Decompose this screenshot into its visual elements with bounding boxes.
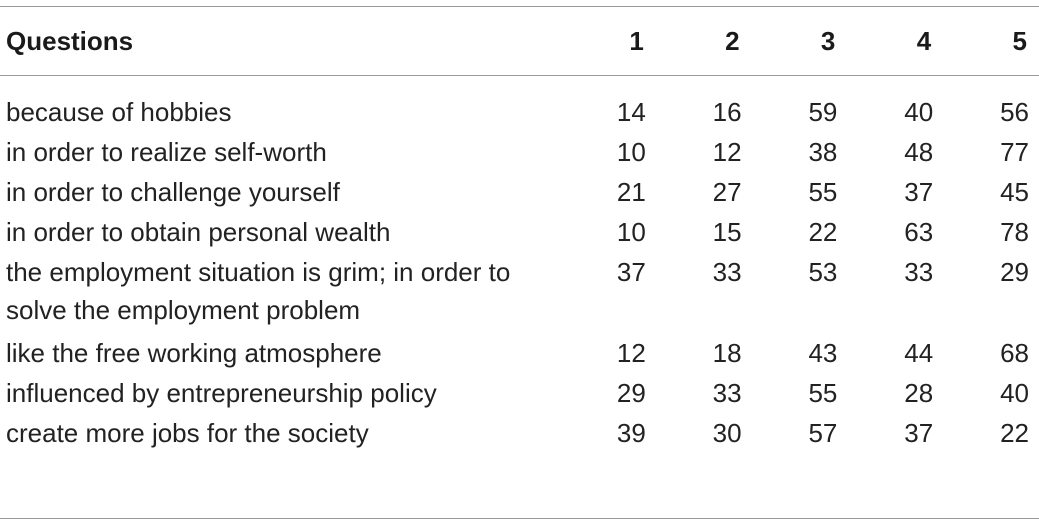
value-cell: 12 bbox=[616, 338, 646, 368]
value-cell: 55 bbox=[808, 177, 838, 207]
value-cell: 43 bbox=[808, 338, 838, 368]
question-cell: in order to obtain personal wealth bbox=[6, 217, 391, 247]
header-col-2: 2 bbox=[725, 25, 740, 56]
header-col-1: 1 bbox=[629, 25, 644, 56]
value-cell: 59 bbox=[808, 97, 838, 127]
table-row: because of hobbies 14 16 59 40 56 bbox=[0, 75, 1039, 132]
table-row: influenced by entrepreneurship policy 29… bbox=[0, 373, 1039, 413]
header-questions: Questions bbox=[6, 25, 134, 56]
survey-table: Questions 1 2 3 4 5 because of hobbies 1… bbox=[0, 7, 1039, 453]
value-cell: 10 bbox=[616, 137, 646, 167]
value-cell: 33 bbox=[712, 378, 742, 408]
question-cell: influenced by entrepreneurship policy bbox=[6, 378, 437, 408]
header-col-4: 4 bbox=[916, 25, 932, 56]
value-cell: 30 bbox=[712, 418, 742, 448]
header-col-3: 3 bbox=[820, 25, 836, 56]
value-cell: 53 bbox=[808, 257, 838, 287]
question-cell: create more jobs for the society bbox=[6, 418, 369, 448]
value-cell: 12 bbox=[712, 137, 742, 167]
table-header-rule bbox=[0, 75, 1039, 76]
value-cell: 38 bbox=[808, 137, 838, 167]
table-row: in order to obtain personal wealth 10 15… bbox=[0, 212, 1039, 252]
question-cell: the employment situation is grim; in ord… bbox=[6, 257, 511, 325]
question-cell: because of hobbies bbox=[6, 97, 232, 127]
header-row: Questions 1 2 3 4 5 bbox=[0, 7, 1039, 75]
table-row: create more jobs for the society 39 30 5… bbox=[0, 413, 1039, 453]
question-cell: like the free working atmosphere bbox=[6, 338, 382, 368]
table-row: the employment situation is grim; in ord… bbox=[0, 252, 1039, 333]
value-cell: 39 bbox=[616, 418, 646, 448]
value-cell: 28 bbox=[904, 378, 934, 408]
value-cell: 15 bbox=[712, 217, 742, 247]
value-cell: 77 bbox=[1000, 137, 1029, 167]
value-cell: 37 bbox=[616, 257, 646, 287]
table-bottom-rule bbox=[0, 518, 1039, 519]
value-cell: 33 bbox=[904, 257, 934, 287]
table-header: Questions 1 2 3 4 5 bbox=[0, 7, 1039, 75]
table-row: like the free working atmosphere 12 18 4… bbox=[0, 333, 1039, 373]
table-body: because of hobbies 14 16 59 40 56 in ord… bbox=[0, 75, 1039, 453]
value-cell: 22 bbox=[1000, 418, 1029, 448]
question-cell: in order to realize self-worth bbox=[6, 137, 327, 167]
table-row: in order to realize self-worth 10 12 38 … bbox=[0, 132, 1039, 172]
value-cell: 44 bbox=[904, 338, 934, 368]
value-cell: 57 bbox=[808, 418, 838, 448]
value-cell: 37 bbox=[904, 418, 934, 448]
value-cell: 10 bbox=[616, 217, 646, 247]
header-col-5: 5 bbox=[1012, 25, 1027, 56]
value-cell: 16 bbox=[712, 97, 742, 127]
value-cell: 14 bbox=[616, 97, 646, 127]
value-cell: 22 bbox=[808, 217, 838, 247]
value-cell: 63 bbox=[904, 217, 934, 247]
value-cell: 29 bbox=[1000, 257, 1029, 287]
value-cell: 48 bbox=[904, 137, 934, 167]
value-cell: 40 bbox=[1000, 378, 1029, 408]
value-cell: 18 bbox=[712, 338, 742, 368]
value-cell: 29 bbox=[616, 378, 646, 408]
question-cell: in order to challenge yourself bbox=[6, 177, 340, 207]
value-cell: 45 bbox=[1000, 177, 1029, 207]
value-cell: 27 bbox=[712, 177, 742, 207]
value-cell: 56 bbox=[1000, 97, 1029, 127]
value-cell: 33 bbox=[712, 257, 742, 287]
table-row: in order to challenge yourself 21 27 55 … bbox=[0, 172, 1039, 212]
table-top-rule bbox=[0, 6, 1039, 7]
value-cell: 68 bbox=[1000, 338, 1029, 368]
value-cell: 55 bbox=[808, 378, 838, 408]
value-cell: 37 bbox=[904, 177, 934, 207]
value-cell: 40 bbox=[904, 97, 934, 127]
value-cell: 78 bbox=[1000, 217, 1029, 247]
value-cell: 21 bbox=[616, 177, 646, 207]
